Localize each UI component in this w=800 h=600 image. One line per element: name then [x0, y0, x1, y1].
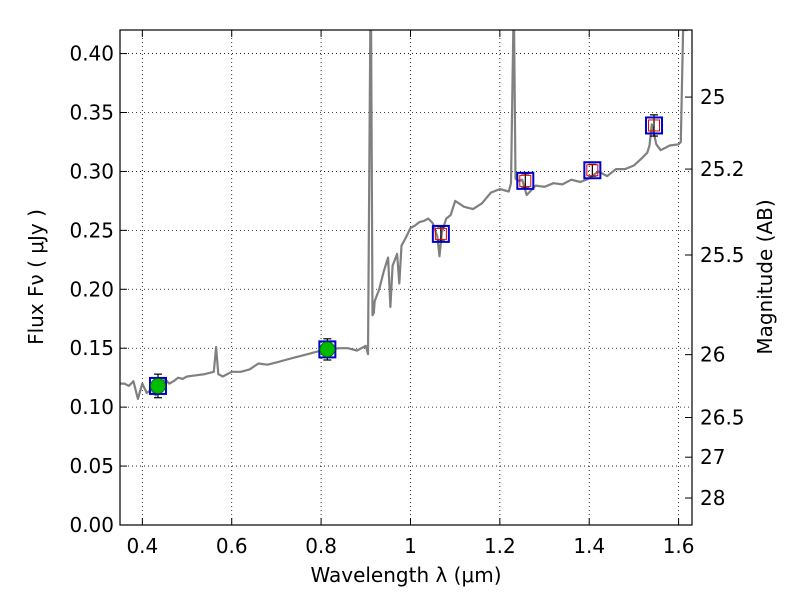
plot-frame [119, 29, 693, 526]
photometry-square [148, 376, 167, 395]
axis-ticks: 0.4 0.6 0.8 1 1.2 1.4 1.6 0.00 0.05 0.10 0.15 0.20 0… [69, 30, 745, 558]
x-tick-label: 1.4 [573, 534, 605, 558]
y-tick-label: 0.00 [69, 513, 114, 537]
y2-axis-label: Magnitude (AB) [753, 199, 777, 354]
photometry-square [431, 224, 450, 243]
y-tick-label: 0.20 [69, 277, 114, 301]
model-square [434, 227, 447, 240]
x-tick-label: 1 [404, 534, 417, 558]
photometry-red-point [431, 224, 450, 243]
photometry-red-point [516, 171, 535, 190]
mag-tick-label: 26.5 [700, 406, 745, 430]
photometry-square [583, 161, 602, 180]
y-axis-label: Flux Fν ( μJy ) [24, 209, 48, 345]
x-tick-label: 1.2 [484, 534, 516, 558]
mag-tick-label: 25.2 [700, 157, 745, 181]
y-tick-label: 0.15 [69, 336, 114, 360]
x-tick-label: 0.4 [126, 534, 158, 558]
photometry-square [516, 171, 535, 190]
model-square [648, 119, 661, 132]
y-tick-label: 0.05 [69, 454, 114, 478]
y-tick-label: 0.40 [69, 42, 114, 66]
photometry-green-point [318, 338, 337, 361]
mag-tick-label: 25 [700, 85, 725, 109]
mag-tick-label: 27 [700, 445, 725, 469]
photometry-red-point [645, 114, 664, 137]
y-tick-label: 0.35 [69, 101, 114, 125]
marker-layer [148, 114, 664, 399]
model-square [586, 164, 599, 177]
model-square [519, 174, 532, 187]
photometry-dot [319, 341, 336, 358]
x-tick-label: 1.6 [663, 534, 695, 558]
mag-tick-label: 26 [700, 343, 725, 367]
y-tick-label: 0.10 [69, 395, 114, 419]
x-tick-label: 0.8 [305, 534, 337, 558]
y-tick-label: 0.25 [69, 218, 114, 242]
photometry-square [318, 340, 337, 359]
photometry-square [645, 116, 664, 135]
photometry-green-point [148, 373, 167, 399]
mag-tick-label: 25.5 [700, 243, 745, 267]
mag-tick-label: 28 [700, 486, 725, 510]
x-axis-label: Wavelength λ (μm) [310, 563, 501, 587]
photometry-red-point [583, 161, 602, 180]
x-tick-label: 0.6 [216, 534, 248, 558]
y-tick-label: 0.30 [69, 159, 114, 183]
photometry-dot [150, 378, 166, 394]
